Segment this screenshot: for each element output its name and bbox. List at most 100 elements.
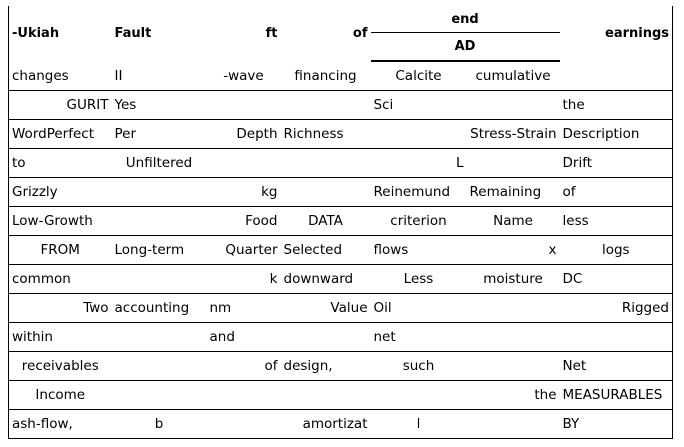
- table-row: WordPerfect Per Depth Richness Stress-Strain…: [8, 119, 673, 149]
- table-cell: cumulative: [466, 61, 560, 91]
- table-cell: accounting: [111, 293, 207, 323]
- table-body: changes II -wave financing Calcite cumulative…: [8, 61, 673, 439]
- table-cell: Food: [206, 206, 281, 236]
- table-cell: of: [559, 177, 673, 207]
- table-cell: within: [8, 322, 112, 352]
- table-cell: Low-Growth: [8, 206, 112, 236]
- table-cell: Per: [111, 119, 207, 149]
- table-cell: [111, 206, 207, 236]
- table-cell: k: [206, 264, 281, 294]
- table-cell: BY: [559, 409, 673, 439]
- table-cell: [111, 177, 207, 207]
- table-row: ash-flow, b amortizat l BY: [8, 409, 673, 439]
- table-cell: Quarter: [206, 235, 281, 265]
- table-cell: Richness: [280, 119, 371, 149]
- table-cell: Reinemund: [370, 177, 467, 207]
- table-cell: the: [466, 380, 560, 410]
- table-cell: criterion: [370, 206, 467, 236]
- data-table-frame: -Ukiah Fault ft of end earnings AD chang…: [8, 6, 674, 439]
- table-cell: amortizat: [280, 409, 371, 439]
- table-cell: [370, 380, 467, 410]
- table-cell: [206, 409, 281, 439]
- table-cell: Two: [8, 293, 112, 323]
- table-cell: [559, 322, 673, 352]
- table-cell: Yes: [111, 90, 207, 120]
- table-cell: x: [466, 235, 560, 265]
- table-cell: [559, 61, 673, 91]
- table-cell: common: [8, 264, 112, 294]
- table-row: common k downward Less moisture DC: [8, 264, 673, 294]
- table-row: to Unfiltered L Drift: [8, 148, 673, 178]
- table-cell: Rigged: [559, 293, 673, 323]
- header-col-1: -Ukiah: [12, 26, 60, 41]
- table-row: within and net: [8, 322, 673, 352]
- table-cell: Grizzly: [8, 177, 112, 207]
- table-cell: [111, 264, 207, 294]
- table-cell: [280, 380, 371, 410]
- table-cell: [111, 351, 207, 381]
- table-cell: Stress-Strain: [466, 119, 560, 149]
- table-cell: [111, 380, 207, 410]
- table-cell: DATA: [280, 206, 371, 236]
- table-cell: DC: [559, 264, 673, 294]
- table-cell: b: [111, 409, 207, 439]
- table-cell: Income: [8, 380, 112, 410]
- table-cell: moisture: [466, 264, 560, 294]
- table-cell: II: [111, 61, 207, 91]
- table-header: -Ukiah Fault ft of end earnings AD: [9, 6, 673, 62]
- table-row: Income the MEASURABLES: [8, 380, 673, 410]
- table-cell: flows: [370, 235, 467, 265]
- header-group-sub: AD: [370, 32, 560, 62]
- table-cell: [466, 90, 560, 120]
- table-cell: Remaining: [466, 177, 560, 207]
- table-cell: Calcite: [370, 61, 467, 91]
- table-cell: MEASURABLES: [559, 380, 673, 410]
- header-col-3: ft: [265, 26, 278, 41]
- table-cell: L: [370, 148, 467, 178]
- table-cell: downward: [280, 264, 371, 294]
- table-cell: [466, 351, 560, 381]
- table-cell: [280, 90, 371, 120]
- table-cell: [466, 293, 560, 323]
- header-group: end: [370, 6, 560, 33]
- table-cell: -wave: [206, 61, 281, 91]
- table-row: GURIT Yes Sci the: [8, 90, 673, 120]
- table-cell: net: [370, 322, 467, 352]
- table-cell: design,: [280, 351, 371, 381]
- table-cell: [206, 90, 281, 120]
- table-cell: GURIT: [8, 90, 112, 120]
- table-cell: ash-flow,: [8, 409, 112, 439]
- data-table: -Ukiah Fault ft of end earnings AD chang…: [8, 6, 674, 439]
- header-col-4: of: [352, 26, 368, 41]
- table-cell: the: [559, 90, 673, 120]
- table-cell: Oil: [370, 293, 467, 323]
- table-cell: [466, 322, 560, 352]
- header-col-2: Fault: [114, 26, 152, 41]
- table-cell: and: [206, 322, 281, 352]
- table-cell: [280, 148, 371, 178]
- table-cell: Name: [466, 206, 560, 236]
- table-cell: financing: [280, 61, 371, 91]
- header-col-7: earnings: [605, 26, 670, 41]
- table-cell: to: [8, 148, 112, 178]
- table-cell: Depth: [206, 119, 281, 149]
- table-cell: Selected: [280, 235, 371, 265]
- table-cell: receivables: [8, 351, 112, 381]
- table-row: changes II -wave financing Calcite cumulative: [8, 61, 673, 91]
- table-cell: [466, 409, 560, 439]
- table-cell: [466, 148, 560, 178]
- table-cell: nm: [206, 293, 281, 323]
- table-cell: Description: [559, 119, 673, 149]
- table-row: FROM Long-term Quarter Selected flows x logs: [8, 235, 673, 265]
- table-cell: [206, 380, 281, 410]
- table-cell: Drift: [559, 148, 673, 178]
- table-cell: logs: [559, 235, 673, 265]
- table-cell: WordPerfect: [8, 119, 112, 149]
- table-cell: less: [559, 206, 673, 236]
- table-cell: of: [206, 351, 281, 381]
- table-cell: kg: [206, 177, 281, 207]
- table-cell: such: [370, 351, 467, 381]
- table-row: Low-Growth Food DATA criterion Name less: [8, 206, 673, 236]
- table-cell: Unfiltered: [111, 148, 207, 178]
- table-cell: Value: [280, 293, 371, 323]
